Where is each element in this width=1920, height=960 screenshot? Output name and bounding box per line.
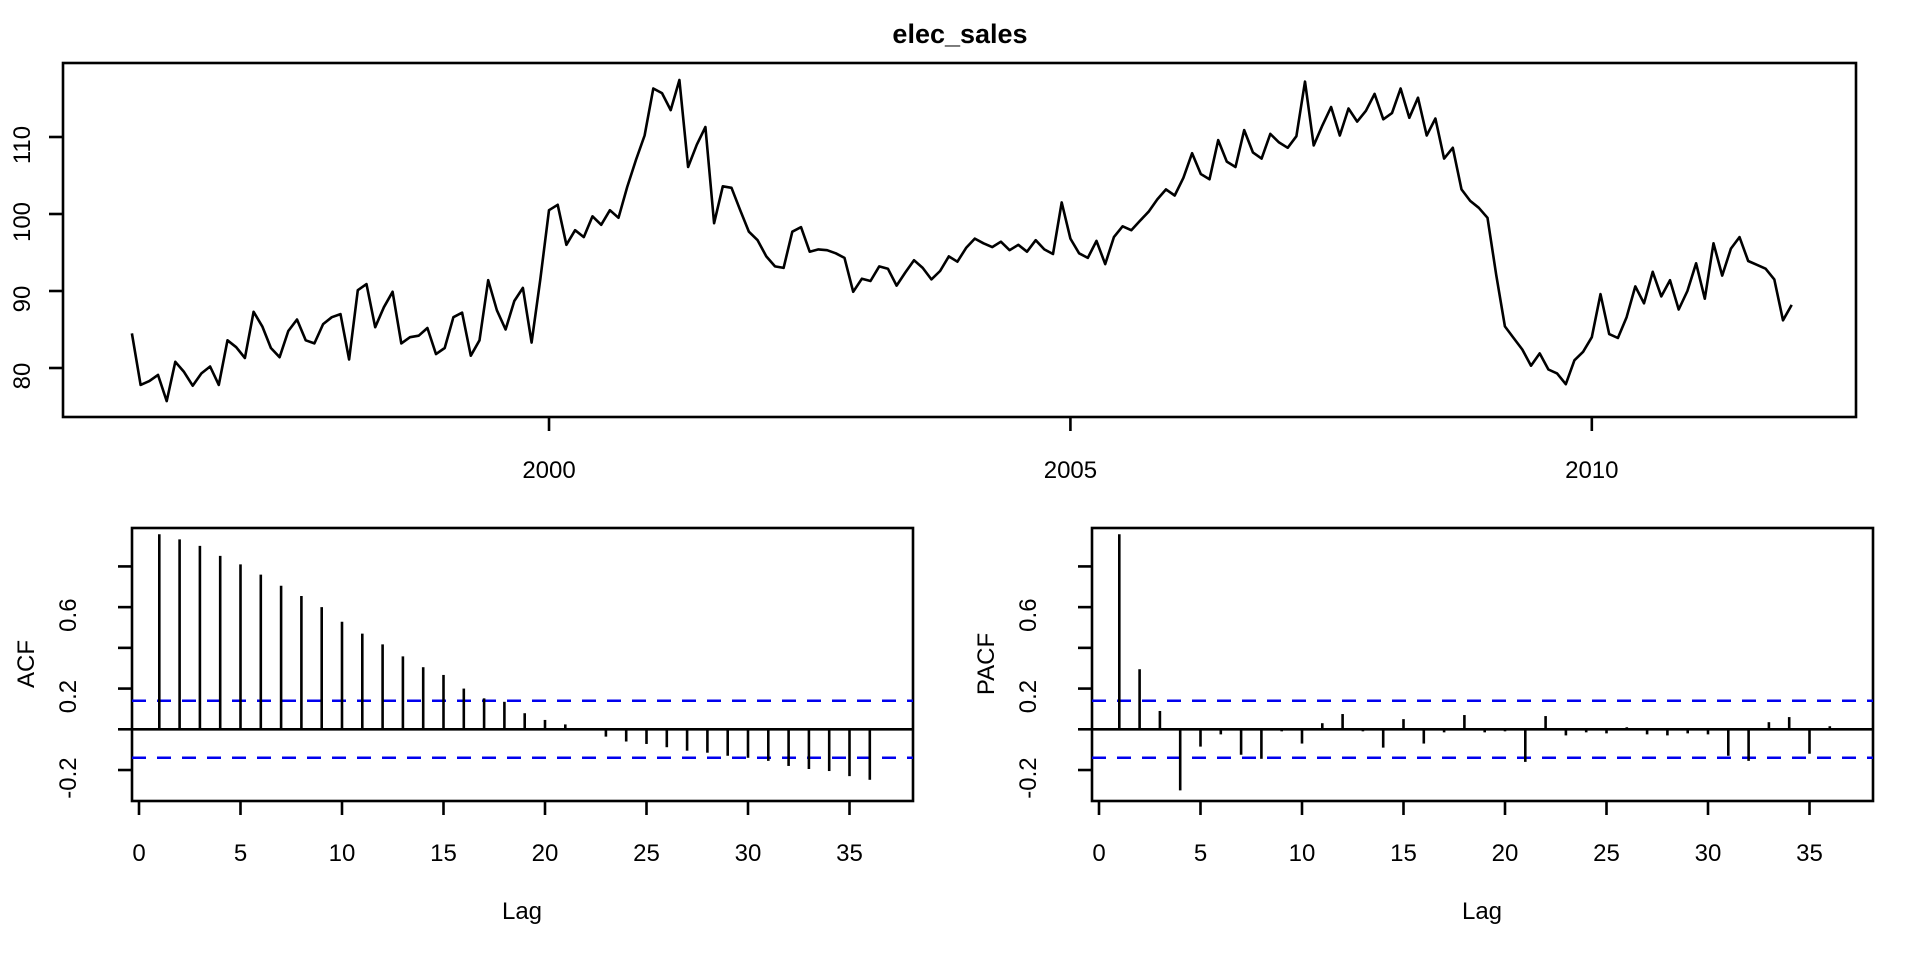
acf-x-tick-label: 10 — [329, 840, 356, 867]
pacf-y-tick-label: 0.2 — [1015, 680, 1042, 713]
y-tick-label: 90 — [9, 286, 36, 313]
acf-x-tick-label: 30 — [735, 840, 762, 867]
pacf-x-tick-label: 0 — [1092, 840, 1105, 867]
y-tick-label: 110 — [9, 126, 36, 164]
acf-x-tick-label: 35 — [836, 840, 863, 867]
plot-box — [61, 61, 1858, 419]
acf-x-tick-label: 15 — [430, 840, 457, 867]
plot-box — [130, 526, 915, 803]
plot-box — [1090, 526, 1875, 803]
pacf-y-tick-label: 0.6 — [1015, 598, 1042, 631]
series-line — [130, 78, 1793, 403]
pacf-x-tick-label: 15 — [1390, 840, 1417, 867]
acf-axis-title: ACF — [13, 640, 40, 688]
acf-y-tick-label: 0.2 — [55, 680, 82, 713]
acf-xlabel: Lag — [502, 898, 542, 925]
acf-y-tick-label: -0.2 — [55, 757, 82, 798]
x-tick-label: 2000 — [522, 457, 575, 484]
pacf-x-tick-label: 35 — [1796, 840, 1823, 867]
pacf-axis-title: PACF — [973, 633, 1000, 695]
acf-x-tick-label: 20 — [532, 840, 559, 867]
pacf-xlabel: Lag — [1462, 898, 1502, 925]
acf-x-tick-label: 5 — [234, 840, 247, 867]
acf-x-tick-label: 0 — [132, 840, 145, 867]
x-tick-label: 2005 — [1044, 457, 1097, 484]
pacf-x-tick-label: 10 — [1289, 840, 1316, 867]
acf-plot: -0.2 0.2 0.6 0 5 10 15 20 25 30 35 — [55, 526, 915, 867]
pacf-x-tick-label: 30 — [1695, 840, 1722, 867]
y-tick-label: 80 — [9, 363, 36, 390]
acf-x-tick-label: 25 — [633, 840, 660, 867]
timeseries-plot: 80 90 100 110 2000 2005 2010 — [9, 61, 1858, 484]
pacf-plot: -0.2 0.2 0.6 0 5 10 15 20 25 30 35 — [1015, 526, 1875, 867]
x-tick-label: 2010 — [1565, 457, 1618, 484]
chart-title: elec_sales — [892, 19, 1027, 49]
pacf-x-tick-label: 20 — [1492, 840, 1519, 867]
pacf-x-tick-label: 5 — [1194, 840, 1207, 867]
y-tick-label: 100 — [9, 202, 36, 242]
pacf-x-tick-label: 25 — [1593, 840, 1620, 867]
acf-y-tick-label: 0.6 — [55, 598, 82, 631]
pacf-y-tick-label: -0.2 — [1015, 757, 1042, 798]
